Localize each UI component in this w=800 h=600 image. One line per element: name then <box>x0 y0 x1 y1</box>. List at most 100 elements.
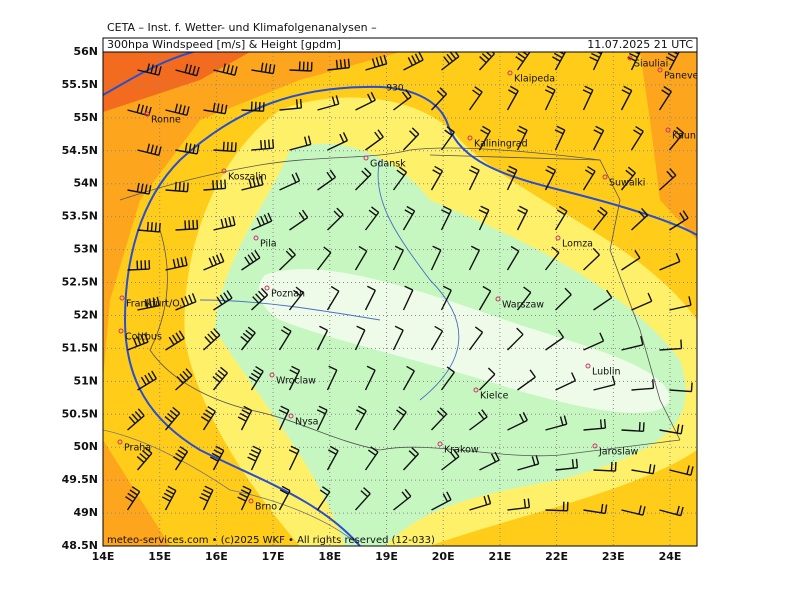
wind-barb <box>698 505 722 515</box>
wind-barb <box>402 285 414 311</box>
lat-tick-label: 52N <box>73 308 98 321</box>
wind-barb <box>440 366 455 391</box>
city-label: Nysa <box>295 417 319 428</box>
wind-barb <box>431 491 452 511</box>
lat-tick-label: 54.5N <box>62 144 98 157</box>
wind-barb <box>554 205 568 231</box>
city-marker <box>118 328 124 334</box>
wind-barb <box>469 494 492 511</box>
wind-barb <box>241 175 264 191</box>
city-marker <box>119 295 125 301</box>
wind-barb <box>355 91 376 111</box>
wind-barb <box>251 139 275 151</box>
city-label: Kielce <box>480 391 509 402</box>
wind-barb <box>212 366 228 391</box>
lat-tick-label: 53N <box>73 243 98 256</box>
wind-barb <box>365 129 384 151</box>
city-marker <box>507 70 513 76</box>
wind-barb <box>137 221 161 233</box>
city-marker <box>264 285 270 291</box>
city-marker <box>585 363 591 369</box>
wind-barb <box>203 252 225 271</box>
wind-barb <box>669 210 689 231</box>
wind-barb <box>237 485 252 511</box>
wind-barb <box>589 52 603 71</box>
wind-barb <box>402 205 416 231</box>
wind-barb <box>631 463 656 475</box>
wind-barb <box>517 369 536 391</box>
wind-barb <box>127 408 145 431</box>
wind-barb <box>392 325 404 351</box>
wind-barb <box>555 287 572 311</box>
wind-barb <box>544 246 560 271</box>
wind-barb <box>137 63 162 76</box>
wind-barb <box>161 485 177 511</box>
wind-barb <box>241 249 261 271</box>
wind-barb <box>620 85 633 111</box>
valid-time: 11.07.2025 21 UTC <box>587 38 693 51</box>
wind-barb <box>127 260 151 271</box>
wind-barb <box>544 165 557 191</box>
wind-barb <box>631 207 649 231</box>
wind-barb <box>592 125 605 151</box>
contour-label: 930 <box>386 84 403 94</box>
wind-barb <box>392 406 407 431</box>
wind-barb <box>213 63 238 76</box>
city-marker <box>248 498 254 504</box>
city-label: Panevezys <box>664 71 714 82</box>
city-label: Kaunas <box>672 131 707 142</box>
city-label: Cottbus <box>125 332 162 343</box>
lon-tick-label: 20E <box>432 550 455 563</box>
wind-barb <box>248 365 264 391</box>
wind-barb <box>278 405 290 431</box>
wind-barb <box>478 205 490 231</box>
wind-barb <box>393 488 412 511</box>
wind-barb <box>316 405 328 431</box>
wind-barb <box>469 409 488 431</box>
wind-barb <box>237 405 253 431</box>
product-title: 300hpa Windspeed [m/s] & Height [gpdm] <box>107 38 341 51</box>
wind-barb <box>478 125 491 151</box>
wind-barb <box>392 166 408 191</box>
wind-barb <box>620 166 636 191</box>
wind-barb <box>175 219 199 231</box>
field-orange <box>103 52 400 380</box>
wind-barb <box>354 325 366 351</box>
wind-barb <box>127 182 152 195</box>
wind-barb <box>364 206 380 231</box>
city-marker <box>269 372 275 378</box>
wind-barb <box>583 332 605 351</box>
wind-barb <box>621 335 644 351</box>
border <box>149 229 681 457</box>
city-label: Frankfurt/O. <box>126 299 182 310</box>
wind-barb <box>327 58 351 71</box>
city-marker <box>221 168 227 174</box>
wind-barb <box>213 141 237 153</box>
city-label: Jaroslaw <box>598 447 639 458</box>
wind-barb <box>592 206 608 231</box>
lon-tick-label: 18E <box>318 550 341 563</box>
wind-barb <box>278 325 292 351</box>
city-marker <box>657 67 663 73</box>
wind-barb <box>125 486 141 511</box>
wind-barb <box>127 103 152 117</box>
wind-barb <box>468 245 480 271</box>
city-label: Praha <box>124 443 151 454</box>
wind-barb <box>621 250 641 271</box>
wind-barb <box>278 485 291 511</box>
city-marker <box>555 235 561 241</box>
wind-barb <box>165 256 188 271</box>
wind-barb <box>288 286 304 311</box>
wind-barb <box>289 61 313 72</box>
lat-tick-label: 48.5N <box>62 539 98 552</box>
lon-tick-label: 19E <box>375 550 398 563</box>
city-marker <box>363 155 369 161</box>
wind-barb <box>251 212 273 231</box>
wind-barb <box>203 328 221 351</box>
wind-barb <box>137 296 160 311</box>
river <box>377 159 460 401</box>
wind-barb <box>203 102 228 115</box>
wind-barb <box>213 216 236 231</box>
wind-barb <box>279 98 303 111</box>
